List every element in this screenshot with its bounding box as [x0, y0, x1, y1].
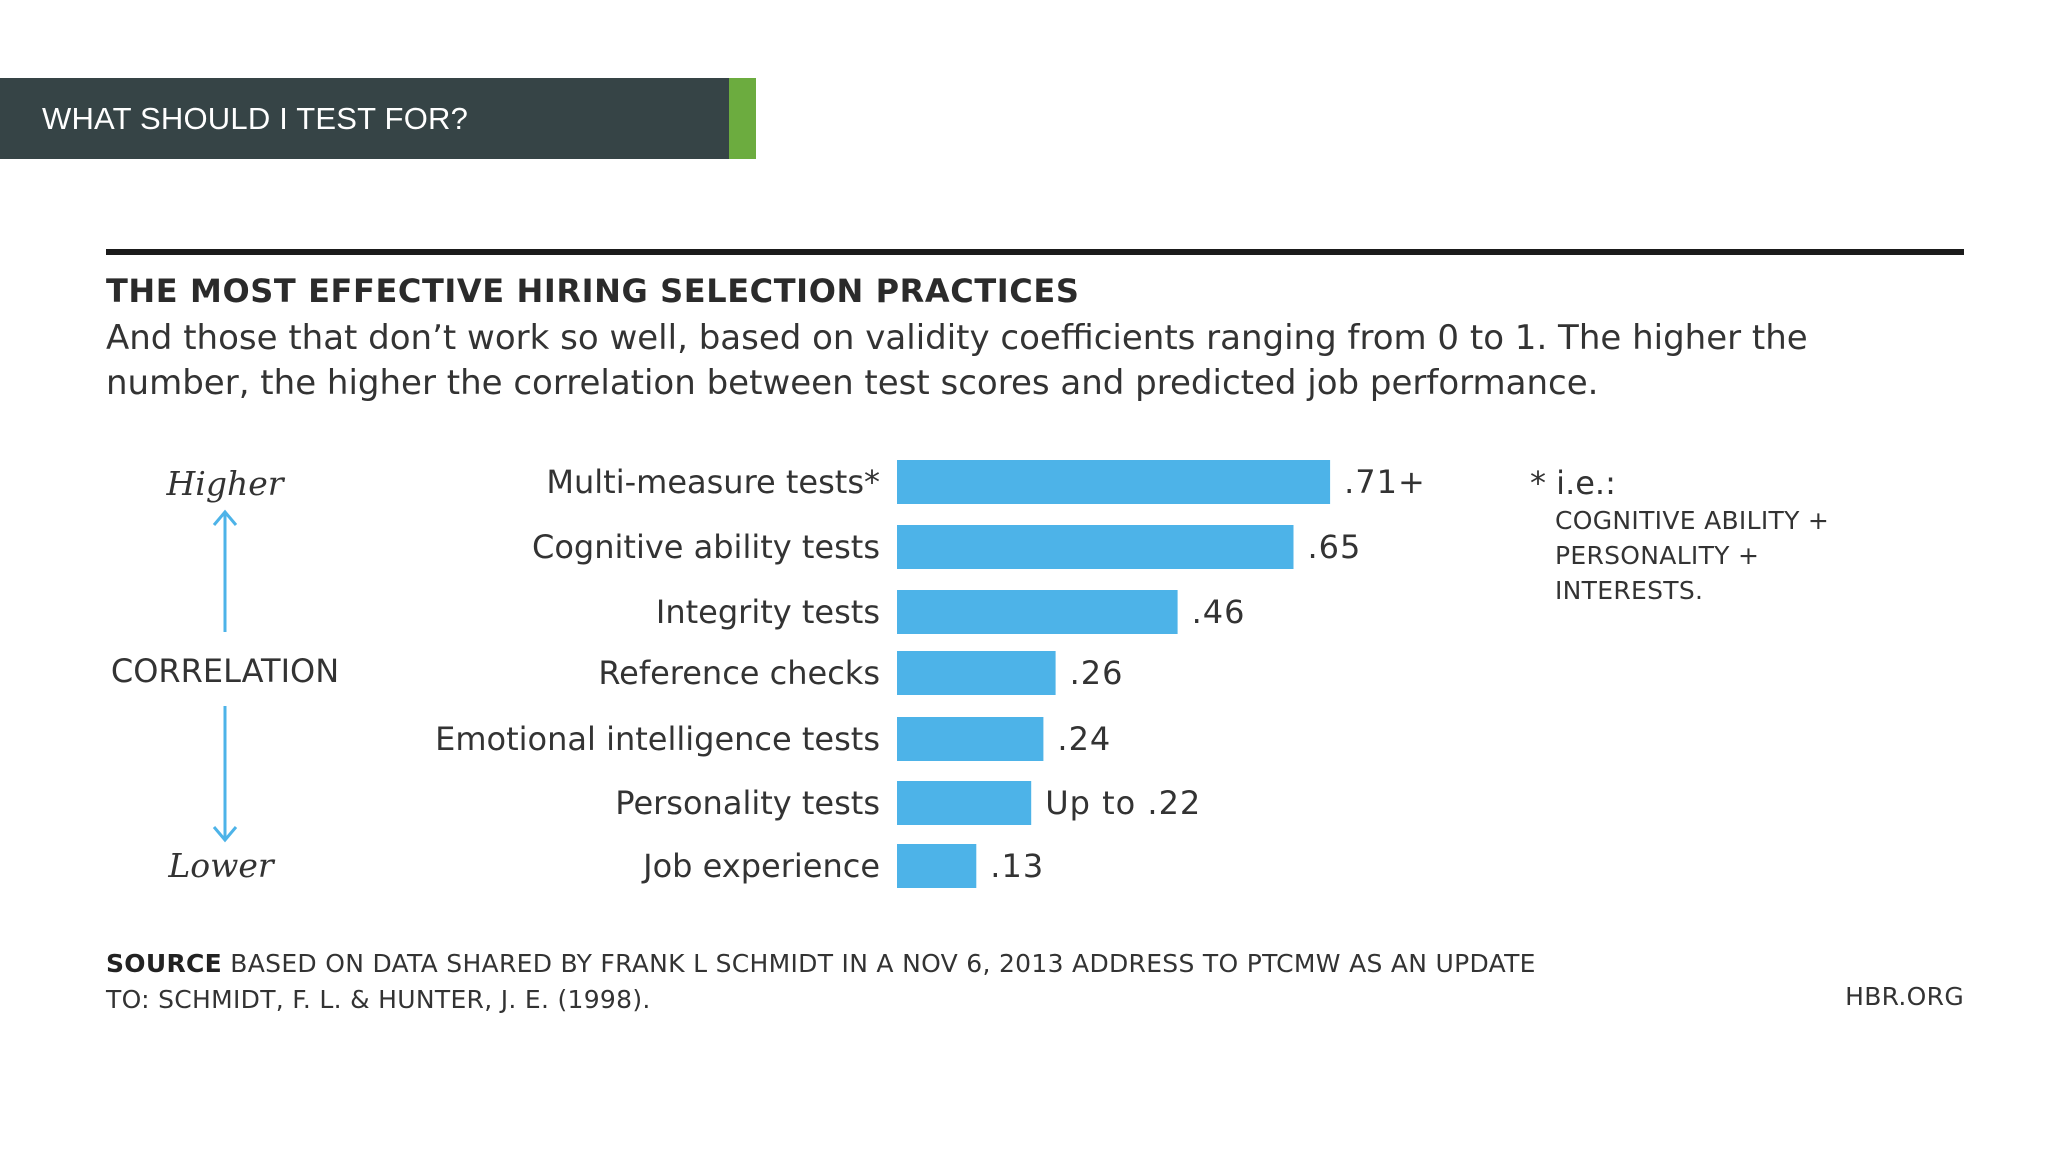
category-label: Cognitive ability tests	[532, 528, 880, 566]
axis-label: CORRELATION	[111, 652, 339, 690]
note-line: INTERESTS.	[1555, 576, 1703, 605]
bar	[897, 651, 1056, 695]
value-label: .65	[1308, 528, 1362, 566]
value-label: .24	[1057, 720, 1111, 758]
category-label: Job experience	[641, 847, 880, 885]
bar	[897, 460, 1331, 504]
note-line: PERSONALITY +	[1555, 541, 1759, 570]
axis-high-label: Higher	[165, 464, 285, 503]
category-label: Reference checks	[598, 654, 880, 692]
correlation-axis: Higher CORRELATION Lower	[111, 464, 339, 885]
bars-group: Multi-measure tests* .71+ Cognitive abilit…	[435, 460, 1426, 888]
source-text: BASED ON DATA SHARED BY FRANK L SCHMIDT …	[106, 949, 1536, 1014]
bar	[897, 717, 1044, 761]
category-label: Emotional intelligence tests	[435, 720, 880, 758]
bar	[897, 525, 1294, 569]
chart-subtitle: And those that don’t work so well, based…	[106, 318, 1808, 403]
note-line: COGNITIVE ABILITY +	[1555, 506, 1829, 535]
banner-accent-stripe	[729, 78, 756, 159]
source-note: SOURCE BASED ON DATA SHARED BY FRANK L S…	[106, 946, 1536, 1018]
slide-title-banner: WHAT SHOULD I TEST FOR?	[0, 78, 729, 159]
category-label: Personality tests	[615, 784, 880, 822]
credit-hbr: HBR.ORG	[1845, 982, 1964, 1011]
slide-title: WHAT SHOULD I TEST FOR?	[42, 100, 469, 136]
bar	[897, 590, 1178, 634]
bar	[897, 781, 1032, 825]
footnote-note: * i.e.: COGNITIVE ABILITY + PERSONALITY …	[1530, 464, 1829, 605]
value-label: .71+	[1344, 463, 1426, 501]
value-label: .46	[1192, 593, 1246, 631]
category-label: Multi-measure tests*	[546, 463, 880, 501]
note-head: * i.e.:	[1530, 464, 1616, 502]
category-label: Integrity tests	[656, 593, 880, 631]
chart-title: THE MOST EFFECTIVE HIRING SELECTION PRAC…	[106, 272, 1080, 310]
arrow-up-icon	[212, 509, 238, 526]
bar	[897, 844, 977, 888]
chart-top-rule	[106, 249, 1964, 255]
arrow-down-icon	[212, 826, 238, 843]
value-label: Up to .22	[1045, 784, 1201, 822]
source-label: SOURCE	[106, 949, 223, 978]
value-label: .26	[1070, 654, 1124, 692]
value-label: .13	[990, 847, 1044, 885]
axis-low-label: Lower	[167, 846, 276, 885]
